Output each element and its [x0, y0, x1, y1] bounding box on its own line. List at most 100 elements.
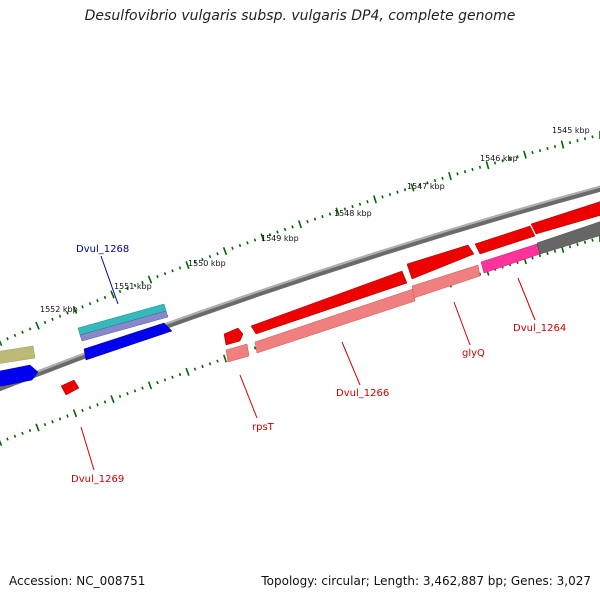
outer-ring-tick [568, 141, 572, 145]
inner-ring-tick [81, 408, 84, 412]
inner-ring-tick [178, 372, 182, 377]
outer-ring-tick [156, 275, 159, 279]
inner-ring-tick [141, 386, 144, 390]
outer-ring-tick [388, 192, 392, 197]
outer-ring-tick [201, 257, 204, 261]
outer-ring-tick [456, 172, 459, 176]
outer-ring-tick [441, 176, 444, 180]
outer-ring-tick [35, 321, 40, 330]
outer-ring-tick [253, 238, 257, 242]
gene-dvul-1268-band[interactable] [79, 310, 169, 342]
tick-label-1552: 1552 kbp [40, 305, 78, 314]
forward-strand-genes [0, 200, 600, 387]
outer-ring-tick [178, 266, 182, 270]
inner-ring-tick [126, 392, 129, 396]
inner-ring-tick [103, 400, 107, 404]
outer-ring-tick [366, 200, 369, 204]
outer-ring-tick [373, 195, 377, 204]
inner-ring-tick [201, 364, 204, 369]
inner-ring-tick [0, 439, 3, 447]
inner-ring-tick [193, 367, 197, 371]
outer-ring-tick [546, 146, 549, 151]
inner-ring-tick [163, 378, 167, 382]
leader-lines [80, 255, 536, 471]
outer-ring-tick [133, 283, 137, 288]
tick-label-1545: 1545 kbp [552, 126, 590, 135]
outer-ring-tick [560, 140, 565, 149]
outer-ring-tick [268, 233, 272, 237]
outer-ring-tick [171, 269, 174, 273]
inner-ring-tick [147, 381, 153, 390]
tick-label-1546: 1546 kbp [480, 154, 518, 163]
outer-ring-tick [231, 246, 234, 250]
inner-ring-tick [222, 354, 228, 363]
outer-ring-tick [343, 207, 347, 211]
inner-ring-tick [13, 434, 17, 438]
inner-ring-tick [66, 414, 69, 418]
outer-ring-tick [216, 252, 219, 256]
outer-ring-tick [523, 150, 527, 159]
gene-dvul-1264-forward[interactable] [530, 200, 600, 235]
outer-ring-tick [110, 290, 115, 299]
inner-ring-tick [156, 381, 159, 385]
outer-ring-tick [193, 260, 197, 264]
outer-ring-tick [163, 272, 167, 276]
gene-dvul-1265-forward[interactable] [474, 225, 536, 255]
gene-feature-other[interactable] [0, 345, 36, 364]
inner-ring-tick [28, 428, 32, 432]
reverse-strand-features [60, 220, 600, 396]
gene-glyq-forward[interactable] [406, 244, 475, 280]
gene-rpst-forward[interactable] [223, 327, 244, 346]
outer-ring-tick [418, 183, 422, 187]
label-dvul-1266: Dvul_1266 [336, 388, 389, 399]
outer-ring-tick [471, 167, 474, 172]
gene-dvul-1269[interactable] [60, 379, 80, 396]
inner-ring-tick [43, 423, 47, 427]
leader-dvul-1268 [100, 255, 119, 305]
gene-glyq-cds[interactable] [411, 264, 481, 299]
inner-ring-tick [58, 417, 62, 421]
inner-ring-tick [546, 251, 549, 256]
outer-ring-tick [66, 311, 69, 315]
tick-label-1551: 1551 kbp [114, 282, 152, 291]
outer-ring-tick [591, 135, 594, 139]
leader-glyq [453, 301, 471, 346]
map-title: Desulfovibrio vulgaris subsp. vulgaris D… [84, 8, 516, 24]
outer-ring-tick [291, 225, 294, 229]
outer-ring-tick [21, 330, 24, 334]
inner-ring-tick [568, 245, 572, 249]
leader-dvul-1269 [80, 426, 95, 471]
tick-label-1548: 1548 kbp [334, 209, 372, 218]
outer-ring-tick [43, 320, 47, 325]
label-dvul-1269: Dvul_1269 [71, 474, 124, 485]
inner-ring-tick [253, 346, 257, 350]
outer-ring-tick [313, 217, 317, 221]
gene-dvul-1264-grey[interactable] [536, 220, 600, 255]
inner-ring-tick [208, 362, 212, 366]
outer-ring-tick [260, 233, 265, 242]
outer-ring-tick [410, 183, 415, 192]
outer-tick-ring [0, 131, 600, 347]
gene-rpst-cds[interactable] [225, 343, 250, 363]
gene-dvul-1268[interactable] [83, 322, 173, 361]
inner-ring-tick [51, 420, 54, 424]
gene-dvul-1266-cds[interactable] [254, 288, 416, 354]
label-glyq: glyQ [462, 348, 485, 359]
outer-ring-tick [28, 327, 32, 331]
outer-ring-tick [246, 241, 249, 245]
outer-ring-tick [238, 243, 242, 248]
outer-ring-tick [96, 299, 99, 303]
inner-ring-tick [88, 406, 92, 410]
gene-dvul-1266-forward[interactable] [250, 270, 408, 335]
outer-ring-tick [396, 190, 399, 194]
inner-ring-tick [96, 403, 99, 407]
topology-summary: Topology: circular; Length: 3,462,887 bp… [261, 574, 591, 588]
outer-ring-tick [576, 139, 579, 143]
outer-ring-tick [538, 148, 542, 153]
inner-ring-tick [171, 375, 174, 379]
gene-feature-forward-left[interactable] [0, 364, 39, 387]
outer-ring-tick [583, 137, 587, 141]
genome-backbone-highlight [0, 185, 600, 388]
outer-ring-tick [283, 227, 287, 232]
